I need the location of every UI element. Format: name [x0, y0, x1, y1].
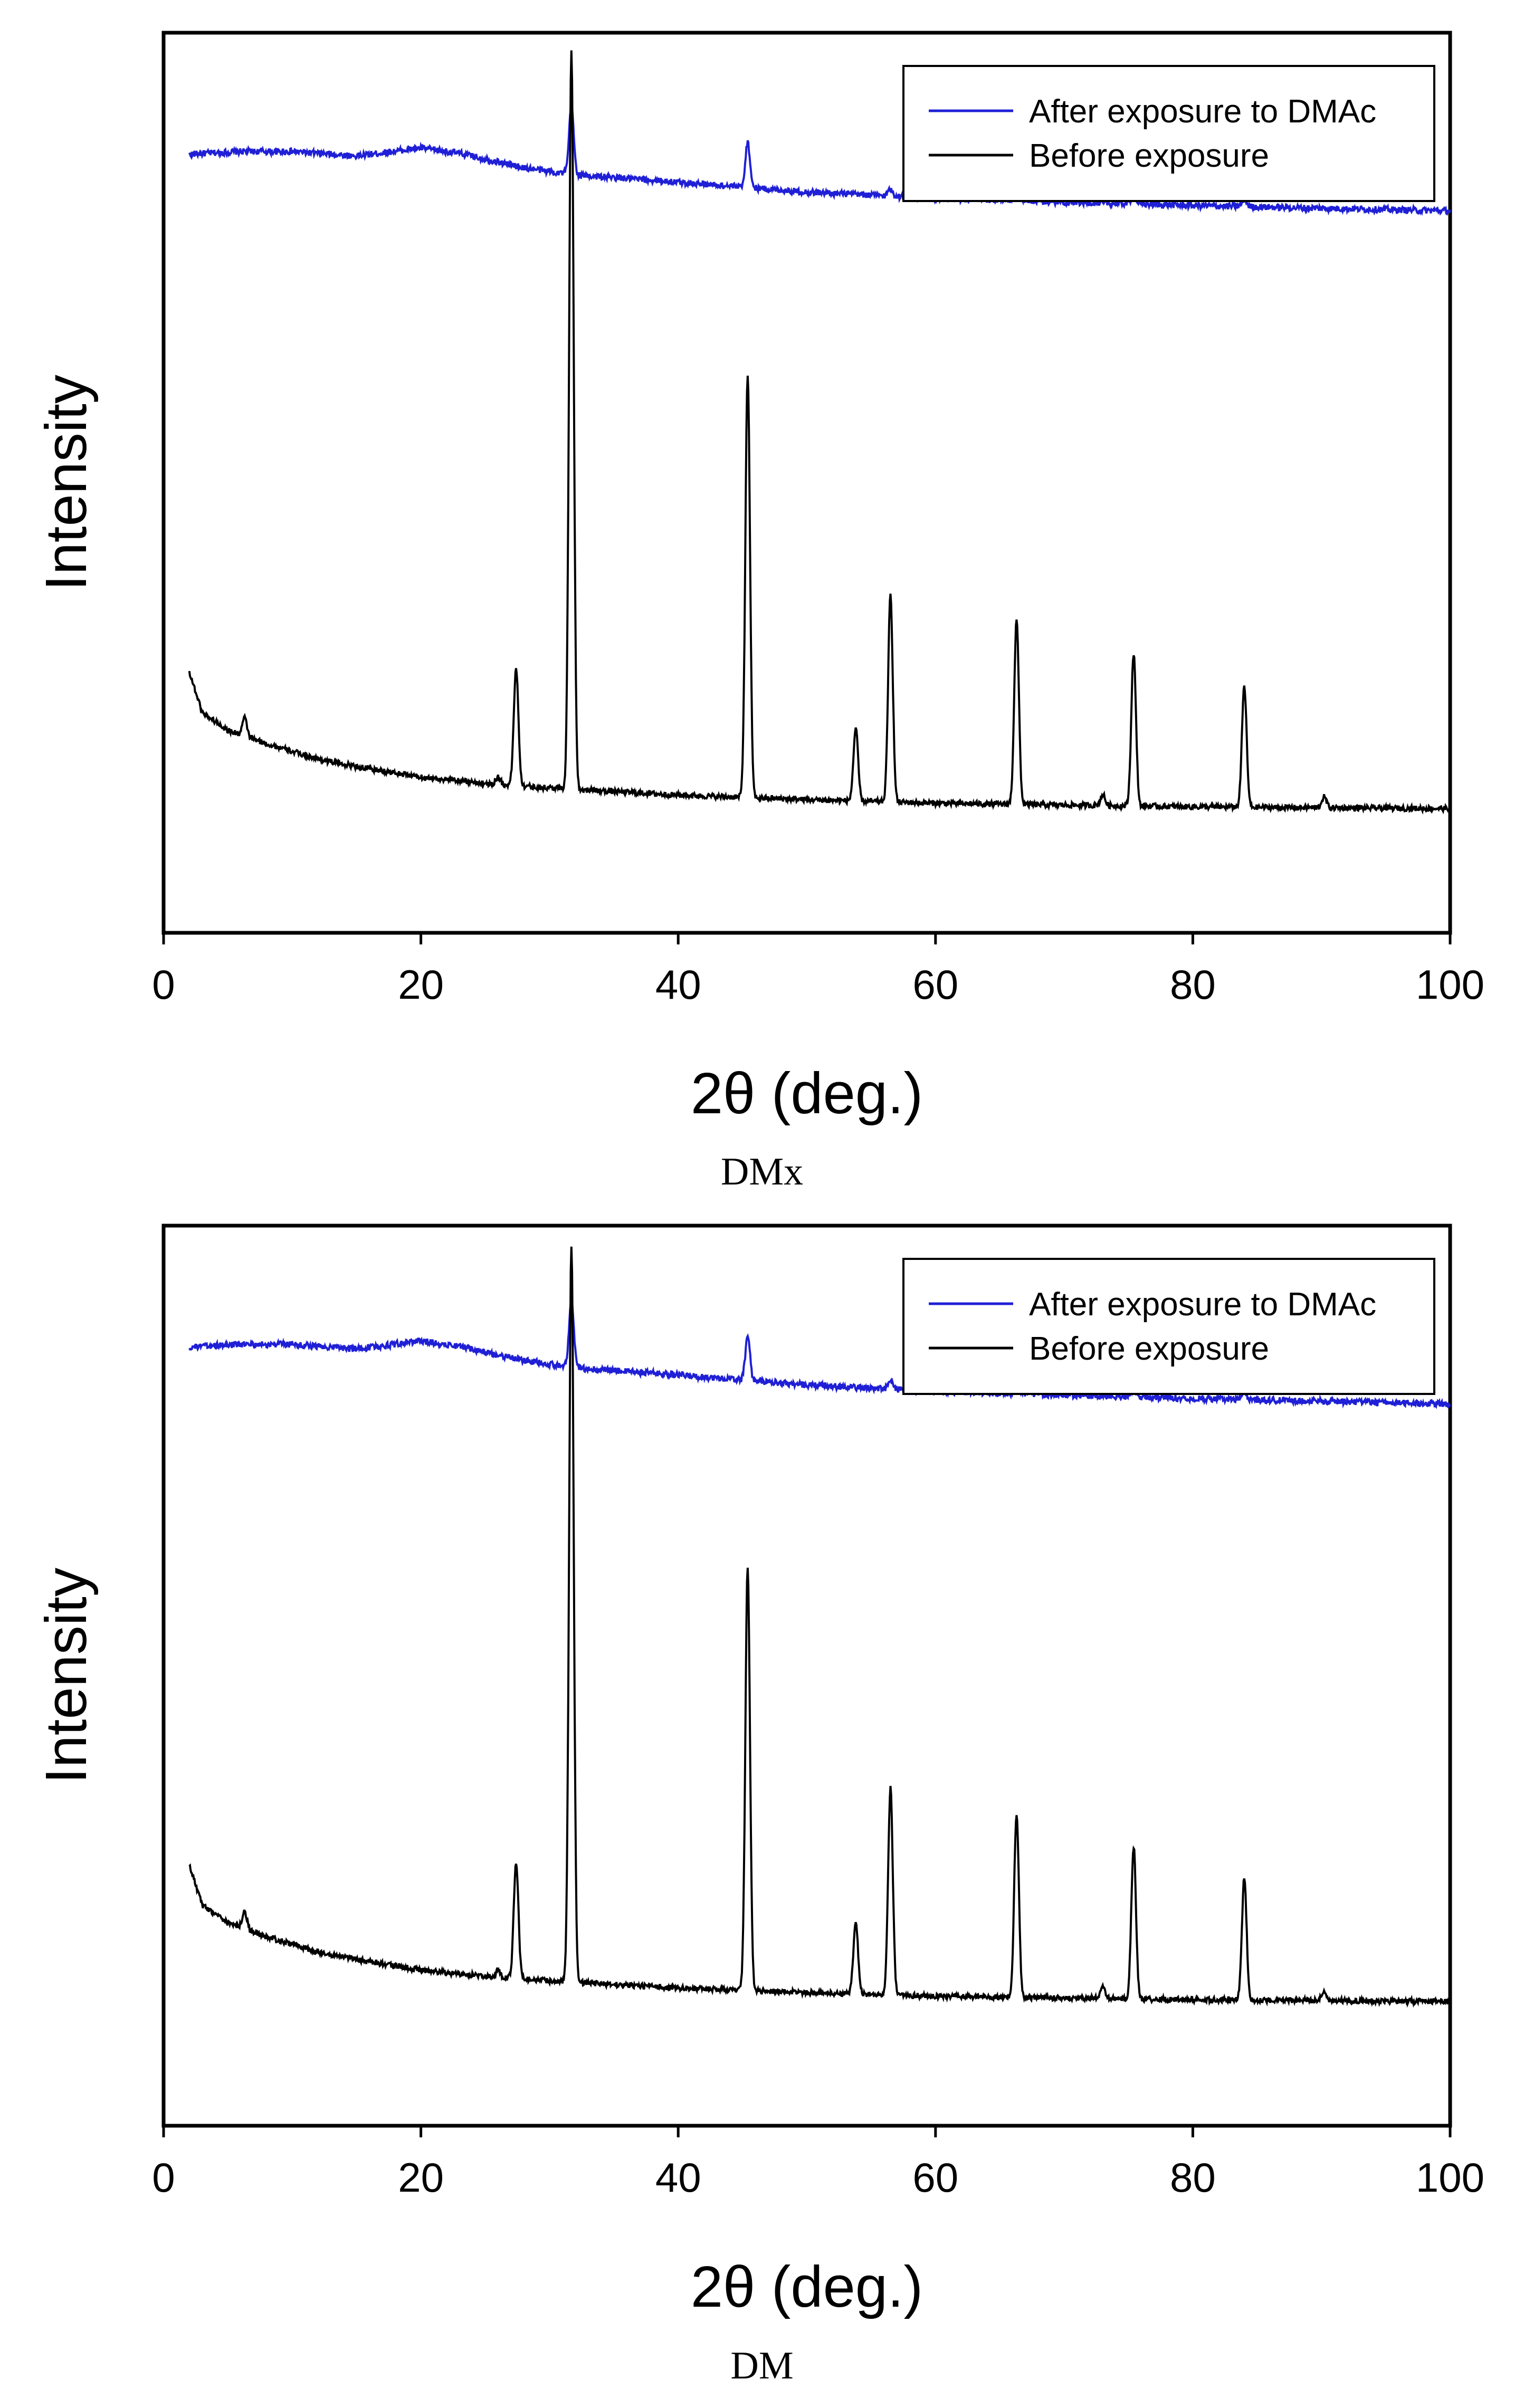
x-axis-title: 2θ (deg.) — [691, 2254, 923, 2319]
x-axis-title: 2θ (deg.) — [691, 1061, 923, 1126]
x-tick-label: 100 — [1416, 2154, 1484, 2201]
x-tick-label: 0 — [152, 2154, 175, 2201]
x-tick-labels: 0 20 40 60 80 100 — [152, 2154, 1484, 2201]
x-tick-label: 60 — [912, 961, 958, 1008]
x-tick-label: 0 — [152, 961, 175, 1008]
series-before-exposure-path — [188, 1246, 1451, 2008]
legend-box — [902, 1258, 1435, 1395]
x-axis-ticks — [162, 2126, 1452, 2137]
plot-frame — [161, 1224, 1452, 2128]
x-tick-label: 100 — [1416, 961, 1484, 1008]
y-axis-title: Intensity — [34, 1568, 99, 1784]
x-tick-label: 80 — [1170, 2154, 1216, 2201]
x-tick-label: 40 — [655, 961, 701, 1008]
series-after-exposure-line — [188, 1296, 1451, 1409]
x-tick-label: 20 — [398, 961, 444, 1008]
figure-caption: DM — [730, 2344, 793, 2387]
x-tick-label: 20 — [398, 2154, 444, 2201]
series-after-exposure-path — [188, 1296, 1451, 1409]
chart-panel-dmx: 0 20 40 60 80 100 2θ (deg.) Intensity Af… — [34, 31, 1484, 1193]
x-tick-labels: 0 20 40 60 80 100 — [152, 961, 1484, 1008]
figure-caption: DMx — [721, 1150, 803, 1193]
series-before-exposure-line — [188, 50, 1451, 815]
legend-box — [902, 65, 1435, 202]
series-before-exposure-line — [188, 1246, 1451, 2008]
x-tick-label: 60 — [912, 2154, 958, 2201]
x-tick-label: 40 — [655, 2154, 701, 2201]
series-after-exposure-line — [188, 106, 1451, 216]
legend-label-before: Before exposure — [1029, 1331, 1269, 1367]
series-before-exposure-path — [188, 50, 1451, 815]
legend: After exposure to DMAc Before exposure — [902, 65, 1435, 202]
series-after-exposure-path — [188, 106, 1451, 216]
x-axis-ticks — [162, 933, 1452, 944]
legend: After exposure to DMAc Before exposure — [902, 1258, 1435, 1395]
legend-label-after: After exposure to DMAc — [1029, 1286, 1376, 1323]
plot-frame — [161, 31, 1452, 935]
y-axis-title: Intensity — [34, 375, 99, 591]
legend-label-before: Before exposure — [1029, 138, 1269, 174]
x-tick-label: 80 — [1170, 961, 1216, 1008]
chart-panel-dm: 0 20 40 60 80 100 2θ (deg.) Intensity Af… — [34, 1224, 1484, 2387]
legend-label-after: After exposure to DMAc — [1029, 93, 1376, 130]
